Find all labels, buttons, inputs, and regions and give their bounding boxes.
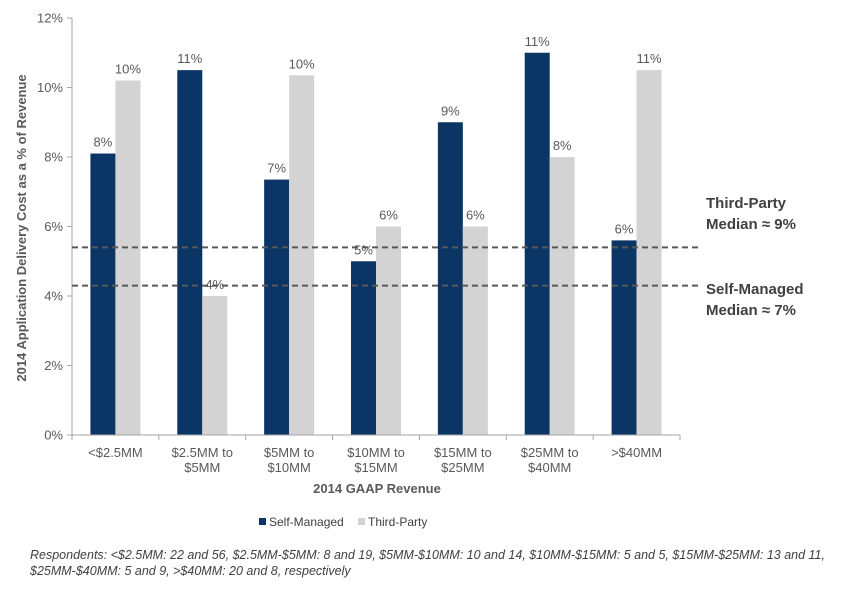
y-tick-label: 2% <box>44 358 63 373</box>
data-label-self-managed-6: 6% <box>615 221 634 236</box>
bar-self-managed-6 <box>611 240 637 435</box>
x-axis-title: 2014 GAAP Revenue <box>313 481 441 496</box>
y-tick-label: 0% <box>44 428 63 443</box>
bar-third-party-2 <box>289 75 315 436</box>
x-tick-label: $10MM to $15MM <box>347 445 405 475</box>
x-tick-label: >$40MM <box>611 445 662 460</box>
bar-self-managed-0 <box>90 153 116 435</box>
x-tick-label: $15MM to $25MM <box>434 445 492 475</box>
data-label-self-managed-5: 11% <box>525 34 550 49</box>
data-label-third-party-5: 8% <box>553 138 572 153</box>
median-annotation-third-party: Third-Party Median ≈ 9% <box>706 195 796 233</box>
data-label-self-managed-4: 9% <box>441 103 460 118</box>
footnote: Respondents: <$2.5MM: 22 and 56, $2.5MM-… <box>30 548 825 578</box>
data-label-third-party-0: 10% <box>115 62 141 77</box>
data-label-third-party-1: 4% <box>205 277 224 292</box>
x-tick-label: $5MM to $10MM <box>264 445 315 475</box>
bar-self-managed-3 <box>351 261 376 435</box>
x-tick-label: $25MM to $40MM <box>521 445 579 475</box>
bar-third-party-6 <box>636 70 662 435</box>
y-tick-label: 8% <box>44 150 63 165</box>
y-tick-label: 4% <box>44 289 63 304</box>
legend: Self-Managed Third-Party <box>259 515 427 529</box>
legend-label-third-party: Third-Party <box>368 515 427 529</box>
y-tick-label: 12% <box>37 11 63 26</box>
data-label-self-managed-3: 5% <box>354 242 373 257</box>
data-label-third-party-2: 10% <box>289 56 315 71</box>
bar-self-managed-5 <box>524 52 550 435</box>
legend-swatch-third-party <box>358 518 365 525</box>
x-tick-label: <$2.5MM <box>88 445 143 460</box>
data-label-self-managed-2: 7% <box>267 161 286 176</box>
data-label-self-managed-1: 11% <box>177 51 202 66</box>
bar-third-party-4 <box>462 226 488 435</box>
bar-third-party-3 <box>376 226 401 435</box>
data-label-third-party-4: 6% <box>466 208 485 223</box>
y-axis-title: 2014 Application Delivery Cost as a % of… <box>14 74 29 381</box>
bar-self-managed-2 <box>264 179 290 435</box>
bar-self-managed-1 <box>177 70 203 435</box>
legend-swatch-self-managed <box>259 518 266 525</box>
data-label-third-party-3: 6% <box>379 208 398 223</box>
bar-self-managed-4 <box>437 122 463 435</box>
x-tick-label: $2.5MM to $5MM <box>172 445 233 475</box>
y-tick-label: 6% <box>44 219 63 234</box>
legend-label-self-managed: Self-Managed <box>269 515 344 529</box>
bar-third-party-5 <box>549 157 575 435</box>
y-tick-label: 10% <box>37 80 63 95</box>
median-annotation-self-managed: Self-Managed Median ≈ 7% <box>706 281 804 319</box>
bar-third-party-1 <box>202 296 228 435</box>
bar-third-party-0 <box>115 80 141 436</box>
data-label-self-managed-0: 8% <box>94 135 113 150</box>
data-label-third-party-6: 11% <box>637 51 662 66</box>
bar-chart: 0% 2% 4% 6% 8% 10% 12% <$2.5MM $2.5MM to $5MM $5MM… <box>14 11 804 530</box>
